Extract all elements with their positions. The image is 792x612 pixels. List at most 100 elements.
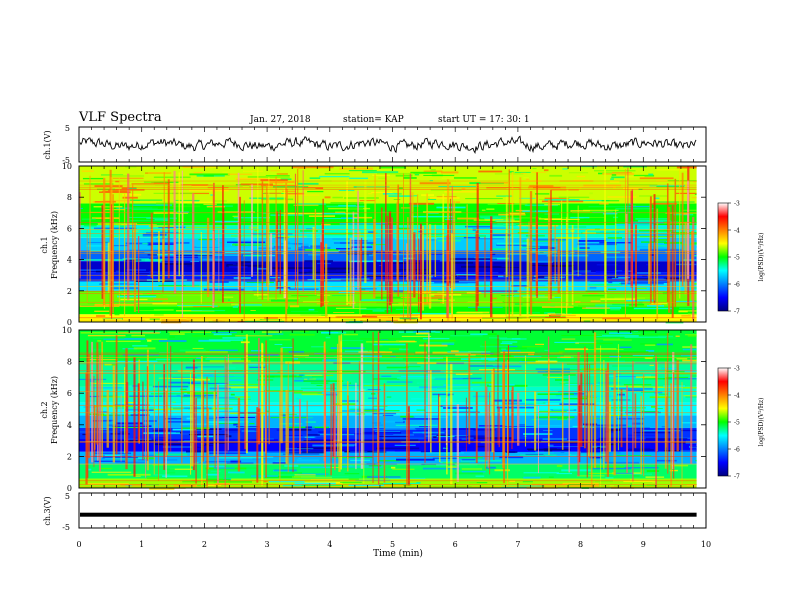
spectrogram-cell — [368, 193, 373, 195]
spectrogram-cell — [142, 233, 167, 236]
spectrogram-cell — [169, 468, 193, 470]
spectrogram-cell — [588, 472, 632, 475]
spectrogram-cell — [522, 210, 549, 212]
spectrogram-cell — [300, 387, 337, 390]
spectrogram-cell — [680, 449, 697, 452]
spectrogram-streak — [267, 194, 269, 301]
colorbar-tick-label: -3 — [734, 366, 740, 373]
spectrogram-streak — [517, 392, 520, 446]
spectrogram-cell — [526, 247, 556, 249]
spectrogram-cell — [583, 320, 591, 322]
spectrogram-cell — [274, 182, 284, 184]
spectrogram-cell — [225, 428, 240, 431]
spectrogram-cell — [157, 433, 198, 435]
spectrogram-cell — [153, 182, 167, 185]
spectrogram-cell — [371, 422, 381, 424]
spectrogram-cell — [458, 274, 466, 277]
spectrogram-cell — [159, 352, 174, 353]
spectrogram-cell — [307, 434, 320, 436]
spectrogram-cell — [301, 245, 309, 248]
ch1-freq-label: ch.1Frequency (kHz) — [40, 211, 59, 279]
spectrogram-cell — [478, 170, 503, 173]
spectrogram-cell — [377, 460, 400, 462]
y-tick-label: 2 — [67, 287, 72, 296]
spectrogram-cell — [611, 276, 630, 279]
spectrogram-cell — [164, 417, 182, 420]
spectrogram-cell — [303, 380, 344, 382]
spectrogram-cell — [315, 436, 326, 437]
spectrogram-cell — [179, 349, 206, 352]
spectrogram-cell — [202, 309, 226, 311]
spectrogram-cell — [416, 272, 436, 275]
spectrogram-cell — [360, 463, 373, 466]
spectrogram-cell — [686, 484, 697, 486]
spectrogram-cell — [376, 447, 420, 450]
spectrogram-cell — [185, 351, 228, 354]
spectrogram-cell — [121, 290, 154, 292]
spectrogram-cell — [504, 330, 523, 332]
spectrogram-cell — [414, 247, 419, 249]
spectrogram-cell — [565, 226, 587, 228]
spectrogram-streak — [600, 345, 602, 488]
spectrogram-cell — [517, 232, 530, 234]
spectrogram-cell — [227, 173, 253, 175]
spectrogram-cell — [318, 431, 326, 433]
spectrogram-cell — [514, 303, 523, 305]
spectrogram-cell — [144, 252, 153, 254]
spectrogram-cell — [336, 426, 350, 428]
spectrogram-cell — [304, 358, 317, 360]
spectrogram-streak — [635, 224, 637, 307]
spectrogram-cell — [601, 200, 620, 202]
spectrogram-cell — [128, 207, 158, 209]
spectrogram-streak — [86, 229, 88, 302]
spectrogram-streak — [283, 188, 285, 297]
spectrogram-cell — [461, 438, 468, 440]
spectrogram-cell — [299, 374, 304, 376]
spectrogram-cell — [126, 224, 137, 227]
spectrogram-cell — [400, 207, 411, 209]
spectrogram-cell — [304, 378, 308, 380]
spectrogram-cell — [653, 201, 695, 203]
ch1-waveform-line — [79, 135, 697, 155]
spectrogram-cell — [125, 166, 137, 169]
spectrogram-cell — [460, 265, 502, 268]
spectrogram-cell — [233, 243, 274, 245]
spectrogram-cell — [430, 197, 460, 199]
spectrogram-band — [79, 203, 697, 226]
spectrogram-cell — [657, 367, 662, 369]
spectrogram-cell — [121, 293, 143, 295]
spectrogram-cell — [146, 338, 168, 340]
spectrogram-cell — [217, 404, 241, 406]
spectrogram-cell — [521, 345, 544, 348]
spectrogram-cell — [191, 335, 233, 337]
spectrogram-cell — [412, 205, 419, 207]
spectrogram-cell — [383, 433, 414, 436]
start-time-label: start UT = 17: 30: 1 — [438, 115, 530, 125]
spectrogram-streak — [434, 224, 437, 277]
spectrogram-cell — [161, 320, 190, 322]
spectrogram-cell — [149, 318, 160, 320]
spectrogram-cell — [609, 414, 636, 416]
ch2-spectrogram-xticks — [78, 330, 707, 488]
spectrogram-streak — [424, 342, 426, 463]
spectrogram-streak — [498, 406, 500, 448]
spectrogram-cell — [486, 333, 497, 336]
spectrogram-cell — [249, 422, 255, 425]
spectrogram-cell — [599, 354, 641, 356]
ch1-spectrogram-panel: 0 2 4 6 8 10 ch.1Frequency (kHz) — [40, 162, 707, 327]
spectrogram-cell — [348, 484, 384, 487]
spectrogram-cell — [266, 333, 284, 335]
spectrogram-cell — [348, 478, 359, 480]
spectrogram-cell — [308, 308, 315, 311]
spectrogram-cell — [115, 180, 120, 183]
spectrogram-cell — [656, 343, 673, 346]
spectrogram-cell — [501, 350, 521, 352]
spectrogram-cell — [452, 226, 472, 228]
spectrogram-cell — [222, 296, 234, 298]
spectrogram-streak — [152, 223, 154, 293]
spectrogram-cell — [573, 179, 590, 181]
spectrogram-streak — [485, 386, 488, 461]
spectrogram-streak — [101, 341, 104, 458]
spectrogram-cell — [629, 386, 668, 388]
spectrogram-cell — [333, 403, 357, 406]
